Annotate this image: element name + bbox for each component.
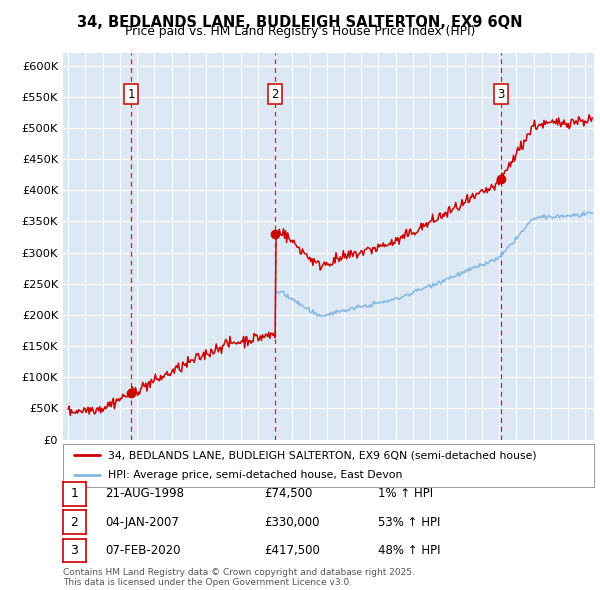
Text: 48% ↑ HPI: 48% ↑ HPI [378, 544, 440, 557]
Text: Price paid vs. HM Land Registry's House Price Index (HPI): Price paid vs. HM Land Registry's House … [125, 25, 475, 38]
Text: £417,500: £417,500 [264, 544, 320, 557]
Text: 3: 3 [70, 544, 79, 557]
Text: 2: 2 [271, 88, 279, 101]
Text: £74,500: £74,500 [264, 487, 313, 500]
Text: 1% ↑ HPI: 1% ↑ HPI [378, 487, 433, 500]
Text: 04-JAN-2007: 04-JAN-2007 [105, 516, 179, 529]
Text: £330,000: £330,000 [264, 516, 320, 529]
Text: 2: 2 [70, 516, 79, 529]
Text: HPI: Average price, semi-detached house, East Devon: HPI: Average price, semi-detached house,… [108, 470, 403, 480]
Text: Contains HM Land Registry data © Crown copyright and database right 2025.
This d: Contains HM Land Registry data © Crown c… [63, 568, 415, 587]
Text: 1: 1 [70, 487, 79, 500]
Text: 53% ↑ HPI: 53% ↑ HPI [378, 516, 440, 529]
Text: 21-AUG-1998: 21-AUG-1998 [105, 487, 184, 500]
Text: 1: 1 [127, 88, 134, 101]
Text: 34, BEDLANDS LANE, BUDLEIGH SALTERTON, EX9 6QN (semi-detached house): 34, BEDLANDS LANE, BUDLEIGH SALTERTON, E… [108, 450, 537, 460]
Text: 07-FEB-2020: 07-FEB-2020 [105, 544, 181, 557]
Text: 3: 3 [497, 88, 505, 101]
Text: 34, BEDLANDS LANE, BUDLEIGH SALTERTON, EX9 6QN: 34, BEDLANDS LANE, BUDLEIGH SALTERTON, E… [77, 15, 523, 30]
